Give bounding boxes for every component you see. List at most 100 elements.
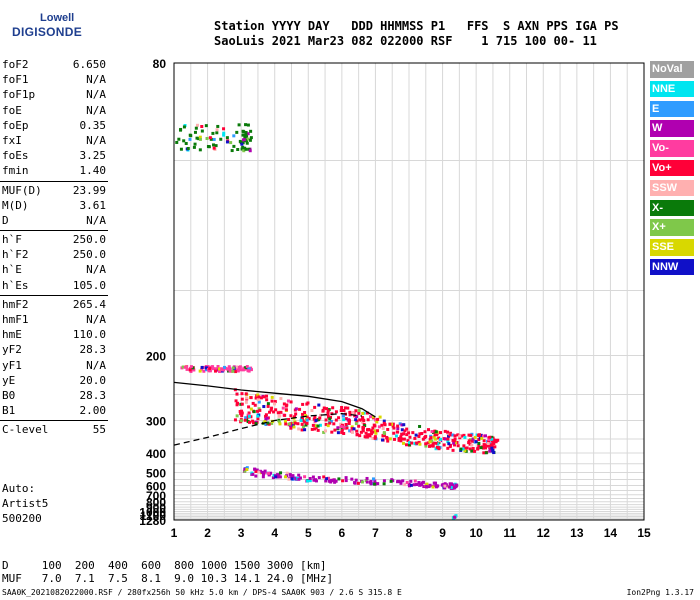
echo-point [238,368,242,372]
echo-point [243,418,247,422]
echo-point [200,129,204,133]
legend-item-vominus: Vo- [650,140,694,157]
echo-point [301,419,305,423]
echo-point [428,444,432,448]
echo-point [257,395,261,399]
echo-point [451,433,455,437]
echo-point [432,435,436,439]
echo-point [480,436,484,440]
echo-point [373,479,377,483]
echo-point [363,435,367,439]
echo-point [453,515,457,519]
echo-point [246,123,250,127]
echo-point [462,433,466,437]
echo-point [312,417,316,421]
echo-point [306,479,310,483]
echo-point [321,409,325,413]
echo-point [398,480,402,484]
echo-point [273,400,277,404]
y-tick-label: 400 [146,447,166,461]
echo-point [253,467,257,471]
echo-point [328,421,332,425]
echo-point [234,370,238,374]
echo-point [236,369,240,373]
echo-point [243,467,247,471]
echo-point [287,417,291,421]
echo-point [341,479,345,483]
echo-point [244,139,248,143]
echo-point [410,441,414,445]
echo-point [358,434,362,438]
echo-point [484,446,488,450]
echo-point [364,431,368,435]
param-name: B0 [2,388,16,402]
echo-point [473,435,477,439]
echo-point [470,449,474,453]
echo-point [411,431,415,435]
echo-point [310,427,314,431]
echo-point [374,431,378,435]
echo-point [252,421,256,425]
echo-point [418,424,422,428]
echo-point [371,430,375,434]
echo-point [235,414,239,418]
echo-point [285,403,289,407]
echo-point [198,135,202,139]
echo-point [391,424,395,428]
x-tick-label: 8 [406,526,413,540]
echo-point [405,433,409,437]
echo-point [270,395,274,399]
echo-point [417,440,421,444]
echo-point [266,404,270,408]
param-row: h`F2 250.0 [0,247,108,262]
echo-point [374,418,378,422]
echo-point [273,402,277,406]
echo-point [326,424,330,428]
param-name: h`Es [2,278,29,292]
param-name: hmE [2,328,22,342]
echo-point [249,407,253,411]
param-row: B1 2.00 [0,403,108,418]
param-value: 55 [92,423,106,437]
echo-point [385,436,389,440]
param-value: 28.3 [79,388,107,402]
echo-point [244,366,248,370]
echo-point [283,419,287,423]
param-value: 2.00 [79,404,107,418]
echo-point [305,415,309,419]
echo-point [245,418,249,422]
echo-point [219,137,223,141]
echo-point [210,365,214,369]
param-name: foEp [2,118,29,132]
echo-point [458,436,462,440]
echo-point [400,432,404,436]
echo-point [244,132,248,136]
echo-point [413,436,417,440]
param-name: h`F [2,233,22,247]
echo-point [226,367,230,371]
echo-point [297,477,301,481]
param-row: hmF1 N/A [0,312,108,327]
echo-point [193,130,197,134]
echo-point [300,417,304,421]
echo-point [446,430,450,434]
param-row: foF2 6.650 [0,57,108,72]
echo-point [473,449,477,453]
echo-point [294,412,298,416]
param-value: N/A [86,213,106,227]
param-name: yF1 [2,358,22,372]
echo-point [453,441,457,445]
echo-point [369,482,373,486]
echo-point [453,434,457,438]
echo-point [233,418,237,422]
echo-point [243,469,247,473]
y-tick-label: 1280 [139,514,166,528]
param-row: foF1p N/A [0,87,108,102]
echo-point [362,418,366,422]
echo-point [467,439,471,443]
echo-point [482,451,486,455]
echo-point [265,394,269,398]
echo-point [185,367,189,371]
echo-point [453,486,457,490]
